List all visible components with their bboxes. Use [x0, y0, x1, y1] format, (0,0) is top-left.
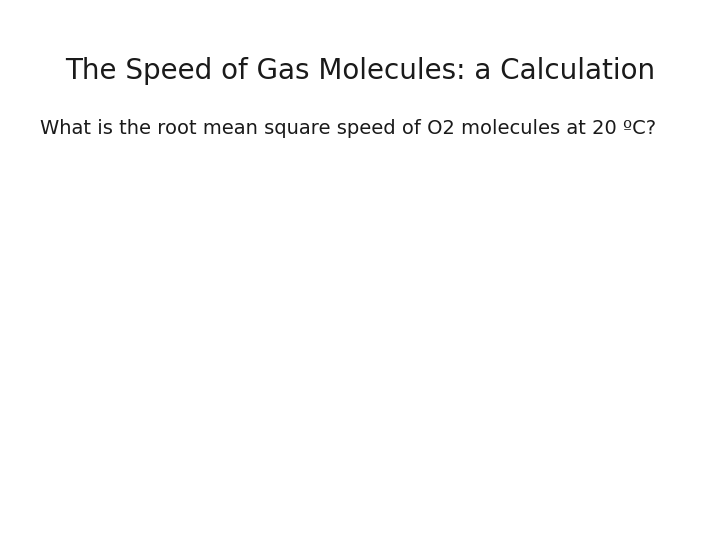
Text: What is the root mean square speed of O2 molecules at 20 ºC?: What is the root mean square speed of O2…	[40, 119, 656, 138]
Text: The Speed of Gas Molecules: a Calculation: The Speed of Gas Molecules: a Calculatio…	[65, 57, 655, 85]
